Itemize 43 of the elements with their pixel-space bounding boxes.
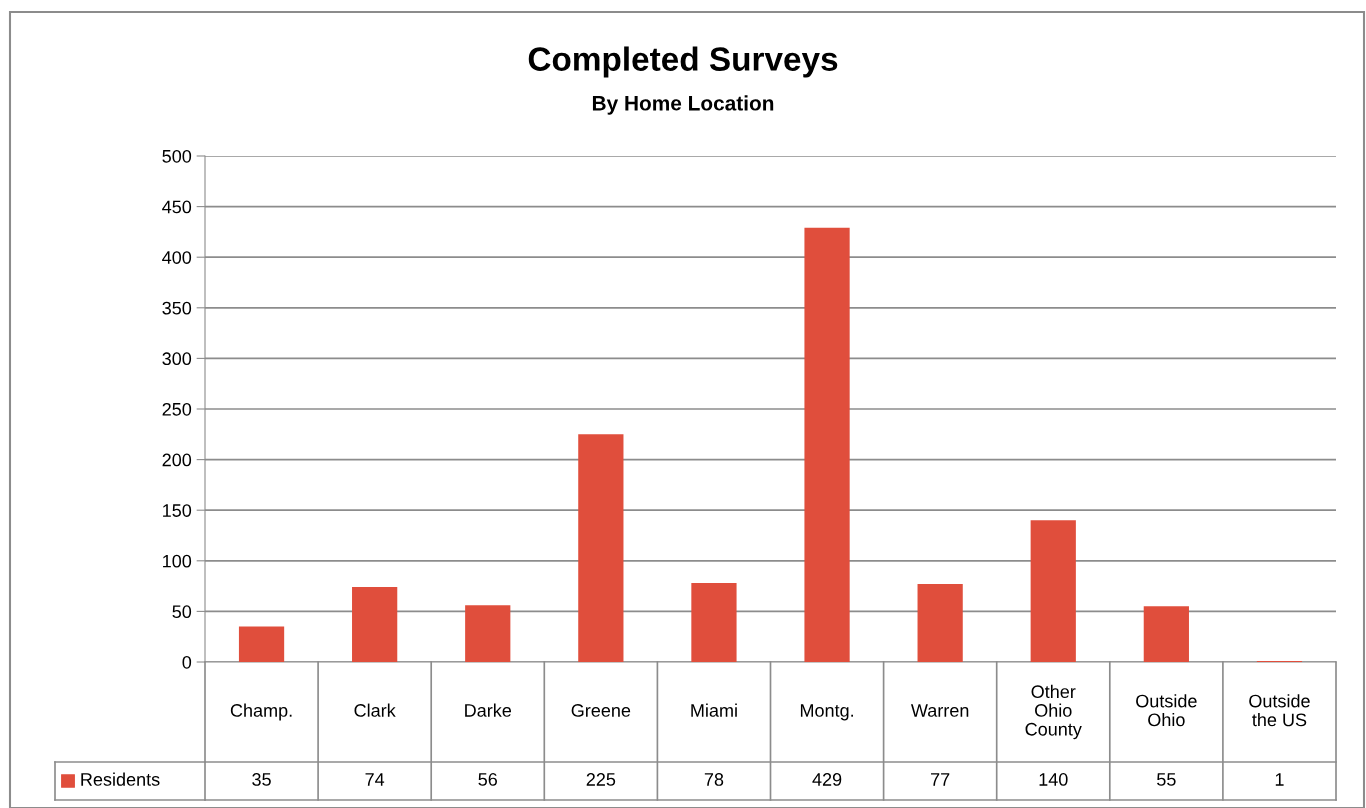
chart-title: Completed Surveys: [528, 46, 838, 78]
x-tick-label: Miami: [691, 703, 737, 717]
bar: [917, 584, 963, 662]
data-label: 78: [704, 773, 724, 786]
x-tick-label: Darke: [465, 703, 512, 717]
data-label: 429: [812, 773, 842, 786]
bar: [691, 583, 737, 662]
y-tick-label: 250: [162, 402, 192, 416]
x-tick-label: Warren: [910, 704, 969, 717]
y-tick-label: 200: [162, 453, 192, 467]
y-tick-label: 400: [162, 251, 192, 264]
y-tick-label: 450: [162, 200, 192, 214]
x-tick-label: Greene: [571, 704, 631, 717]
legend-label: Residents: [81, 772, 160, 786]
bar: [352, 587, 398, 662]
data-label: 140: [1039, 773, 1068, 786]
y-tick-label: 500: [162, 149, 192, 163]
y-tick-label: 50: [172, 605, 192, 619]
y-tick-label: 350: [162, 301, 192, 315]
data-label: 55: [1157, 773, 1176, 786]
x-tick-label: Outside the US: [1249, 694, 1310, 727]
bar: [1143, 606, 1189, 662]
y-tick-label: 300: [162, 352, 192, 366]
data-label: 77: [931, 773, 950, 786]
bar: [804, 227, 850, 662]
y-tick-label: 100: [163, 554, 192, 568]
y-tick-label: 0: [182, 655, 192, 669]
x-tick-label: Outside Ohio: [1136, 694, 1197, 727]
bar: [1030, 520, 1076, 662]
bar: [238, 626, 285, 662]
data-label: 35: [252, 773, 271, 786]
data-label: 1: [1275, 773, 1284, 786]
x-tick-label: Champ.: [230, 703, 292, 721]
bar: [465, 605, 511, 662]
data-label: 74: [365, 773, 385, 786]
y-tick-label: 150: [163, 504, 192, 517]
x-tick-label: Montg.: [800, 704, 853, 721]
chart-subtitle: By Home Location: [592, 95, 774, 115]
x-tick-label: Other Ohio County: [1025, 684, 1082, 740]
data-label: 56: [478, 773, 497, 786]
bar: [578, 434, 624, 662]
data-label: 225: [586, 773, 616, 786]
x-tick-label: Clark: [354, 703, 396, 717]
